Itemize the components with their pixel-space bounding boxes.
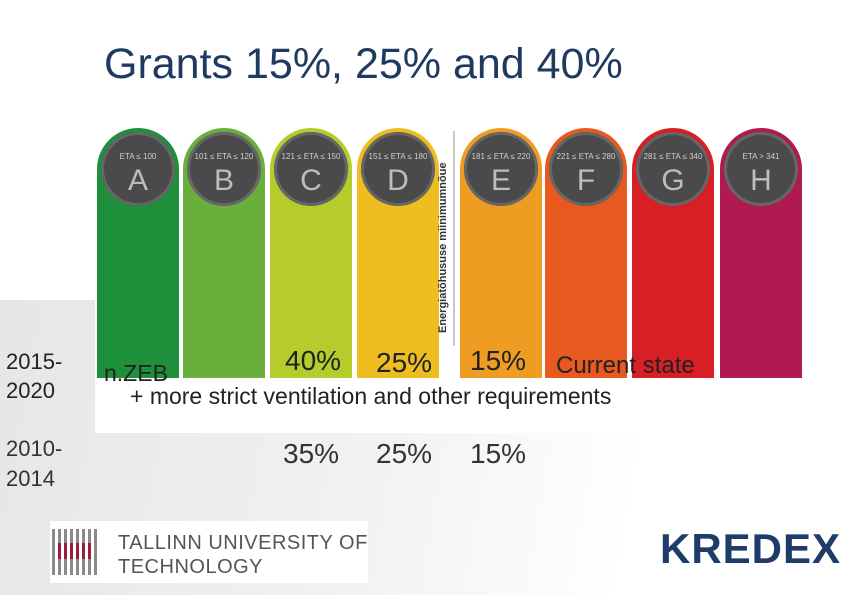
- class-cap: ETA ≤ 100 A: [101, 132, 175, 206]
- current-state-label: Current state: [556, 352, 695, 379]
- grant-pct-25: 25%: [376, 347, 433, 378]
- class-range: 181 ≤ ETA ≤ 220: [471, 152, 531, 161]
- class-cap: 151 ≤ ETA ≤ 180 D: [361, 132, 435, 206]
- class-cap: ETA > 341 H: [724, 132, 798, 206]
- old-grant-pct-15: 15%: [470, 438, 527, 469]
- tu-text: TALLINN UNIVERSITY OF TECHNOLOGY: [118, 531, 368, 579]
- class-range: 281 ≤ ETA ≤ 340: [643, 152, 703, 161]
- period-label-2010-2014: 2010- 2014: [6, 436, 63, 491]
- nzeb-label: n.ZEB: [104, 360, 168, 386]
- tallinn-university-logo: TALLINN UNIVERSITY OF TECHNOLOGY: [50, 521, 368, 583]
- class-letter: D: [387, 164, 409, 197]
- class-range: 221 ≤ ETA ≤ 280: [556, 152, 616, 161]
- class-range: 121 ≤ ETA ≤ 150: [281, 152, 341, 161]
- minimum-requirement-label: Energiatõhususe miinimumnõue: [437, 162, 449, 333]
- class-bar-h: ETA > 341 H: [720, 128, 802, 378]
- tu-line-2: TECHNOLOGY: [118, 556, 264, 578]
- class-letter: G: [661, 164, 685, 197]
- tu-line-1: TALLINN UNIVERSITY OF: [118, 532, 368, 554]
- period-label-2015-2020: 2015- 2020: [6, 349, 63, 403]
- class-bar-g: 281 ≤ ETA ≤ 340 G: [632, 128, 714, 378]
- class-range: ETA ≤ 100: [119, 152, 157, 161]
- requirements-text: + more strict ventilation and other requ…: [130, 383, 612, 409]
- class-letter: C: [300, 164, 322, 197]
- class-cap: 221 ≤ ETA ≤ 280 F: [549, 132, 623, 206]
- class-letter: B: [213, 164, 234, 197]
- old-grant-pct-35: 35%: [283, 438, 340, 469]
- class-letter: F: [576, 164, 596, 197]
- class-bar-f: 221 ≤ ETA ≤ 280 F: [545, 128, 627, 378]
- grant-pct-15: 15%: [470, 345, 527, 376]
- class-cap: 101 ≤ ETA ≤ 120 B: [187, 132, 261, 206]
- class-cap: 181 ≤ ETA ≤ 220 E: [464, 132, 538, 206]
- class-range: ETA > 341: [742, 152, 780, 161]
- kredex-logo: KREDEX: [660, 525, 842, 572]
- grant-pct-40: 40%: [285, 345, 342, 376]
- page-title: Grants 15%, 25% and 40%: [104, 40, 623, 88]
- class-letter: A: [127, 164, 148, 197]
- class-bar-c: 121 ≤ ETA ≤ 150 C: [270, 128, 352, 378]
- old-grant-pct-25: 25%: [376, 438, 433, 469]
- class-bar-d: 151 ≤ ETA ≤ 180 D: [357, 128, 439, 378]
- class-bar-a: ETA ≤ 100 A: [97, 128, 179, 378]
- energy-class-scale: ETA ≤ 100 A 101 ≤ ETA ≤ 120 B 121 ≤ ETA …: [95, 123, 807, 433]
- class-bar-e: 181 ≤ ETA ≤ 220 E: [460, 128, 542, 378]
- class-range: 101 ≤ ETA ≤ 120: [194, 152, 254, 161]
- class-letter: H: [750, 164, 772, 197]
- tu-grid-icon: [52, 529, 97, 575]
- class-range: 151 ≤ ETA ≤ 180: [368, 152, 428, 161]
- class-bar-b: 101 ≤ ETA ≤ 120 B: [183, 128, 265, 378]
- class-cap: 121 ≤ ETA ≤ 150 C: [274, 132, 348, 206]
- class-letter: E: [490, 164, 511, 197]
- class-cap: 281 ≤ ETA ≤ 340 G: [636, 132, 710, 206]
- minimum-requirement-divider: [453, 131, 455, 346]
